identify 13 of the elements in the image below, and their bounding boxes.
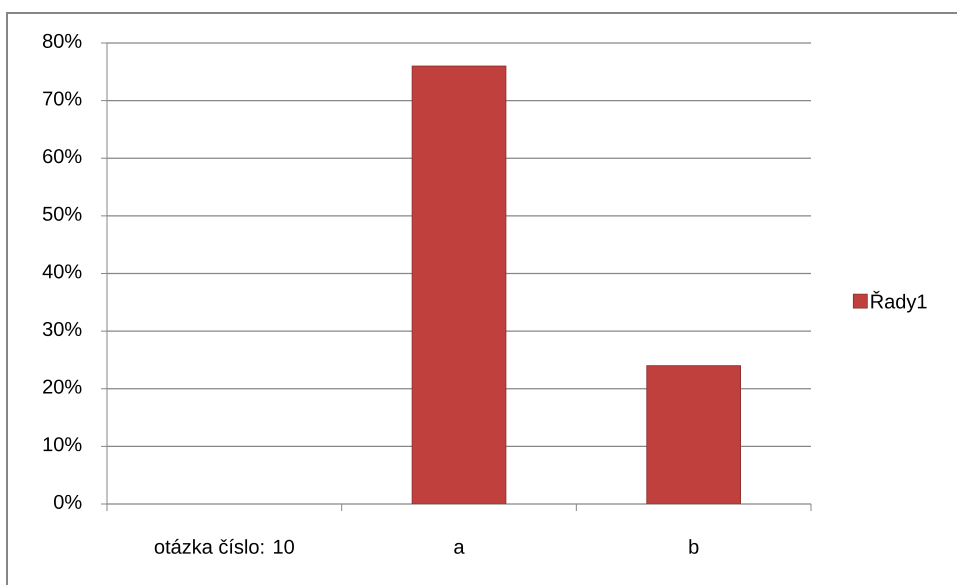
y-tick-label: 10% xyxy=(44,437,82,452)
legend-label: Řady1 xyxy=(871,290,927,313)
x-tick-label: a xyxy=(454,542,465,554)
x-tick-label: otázka číslo: 10 xyxy=(154,538,294,554)
x-tick-label: b xyxy=(689,539,698,554)
y-tick-label: 20% xyxy=(43,380,82,394)
y-tick-label: 30% xyxy=(42,322,82,336)
y-tick-label: 60% xyxy=(43,149,82,164)
y-tick-label: 0% xyxy=(54,494,82,509)
y-tick-label: 70% xyxy=(43,91,82,106)
y-tick-label: 50% xyxy=(42,206,82,221)
y-tick-label: 80% xyxy=(42,34,82,48)
y-tick-label: 40% xyxy=(42,264,82,278)
